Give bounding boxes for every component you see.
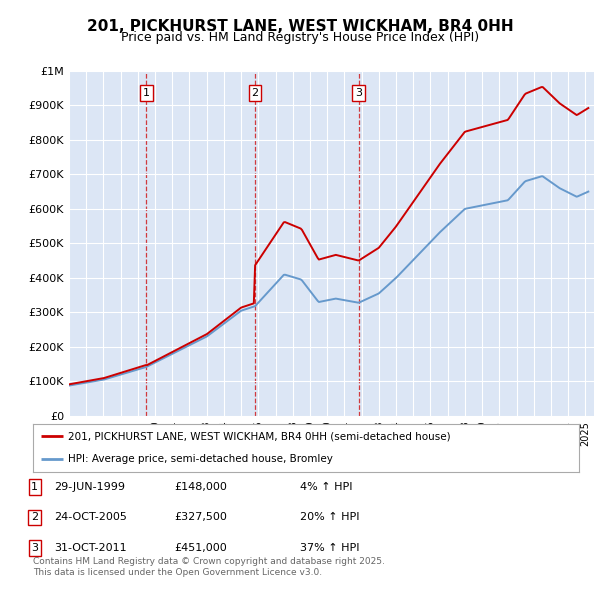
Text: 24-OCT-2005: 24-OCT-2005 [54,513,127,522]
Text: 29-JUN-1999: 29-JUN-1999 [54,482,125,491]
Text: This data is licensed under the Open Government Licence v3.0.: This data is licensed under the Open Gov… [33,568,322,577]
Text: £148,000: £148,000 [174,482,227,491]
Text: Contains HM Land Registry data © Crown copyright and database right 2025.: Contains HM Land Registry data © Crown c… [33,558,385,566]
Text: 2: 2 [251,88,259,98]
Text: 31-OCT-2011: 31-OCT-2011 [54,543,127,553]
Text: 201, PICKHURST LANE, WEST WICKHAM, BR4 0HH: 201, PICKHURST LANE, WEST WICKHAM, BR4 0… [86,19,514,34]
Text: 3: 3 [31,543,38,553]
Text: 1: 1 [31,482,38,491]
Text: £451,000: £451,000 [174,543,227,553]
Text: 3: 3 [355,88,362,98]
Text: 37% ↑ HPI: 37% ↑ HPI [300,543,359,553]
Text: HPI: Average price, semi-detached house, Bromley: HPI: Average price, semi-detached house,… [68,454,334,464]
Text: 1: 1 [143,88,150,98]
Text: Price paid vs. HM Land Registry's House Price Index (HPI): Price paid vs. HM Land Registry's House … [121,31,479,44]
Text: £327,500: £327,500 [174,513,227,522]
Text: 20% ↑ HPI: 20% ↑ HPI [300,513,359,522]
Text: 201, PICKHURST LANE, WEST WICKHAM, BR4 0HH (semi-detached house): 201, PICKHURST LANE, WEST WICKHAM, BR4 0… [68,431,451,441]
Text: 2: 2 [31,513,38,522]
Text: 4% ↑ HPI: 4% ↑ HPI [300,482,353,491]
